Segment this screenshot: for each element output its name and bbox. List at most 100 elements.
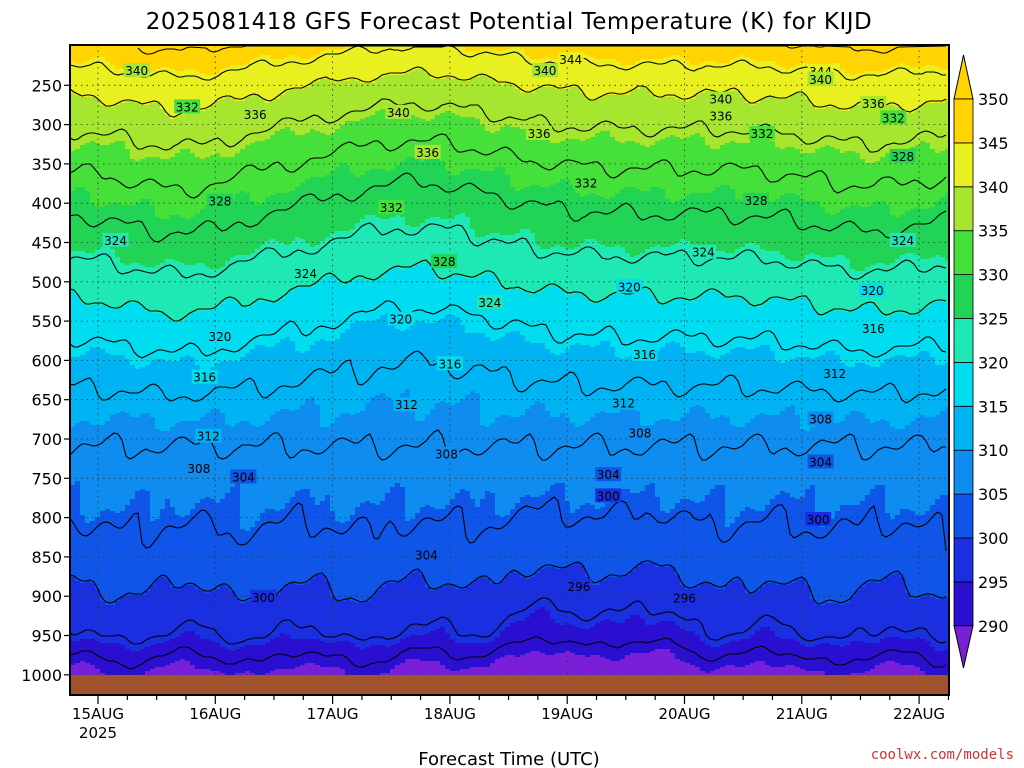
color-band-cell <box>195 213 201 264</box>
color-band-cell <box>310 639 316 664</box>
color-band-cell <box>585 45 591 56</box>
color-band-cell <box>125 505 131 596</box>
color-band-cell <box>820 643 826 672</box>
color-band-cell <box>100 247 106 306</box>
color-band-cell <box>170 119 176 158</box>
color-band-cell <box>655 623 661 650</box>
color-band-cell <box>700 193 706 258</box>
color-band-cell <box>765 45 771 62</box>
color-band-cell <box>140 73 146 106</box>
color-band-cell <box>820 355 826 422</box>
color-band-cell <box>520 621 526 656</box>
color-band-cell <box>215 153 221 204</box>
color-band-cell <box>120 307 126 356</box>
color-band-cell <box>340 231 346 286</box>
color-band-cell <box>765 301 771 346</box>
contour-label: 300 <box>807 513 830 527</box>
color-band-cell <box>720 251 726 296</box>
color-band-cell <box>695 635 701 668</box>
color-band-cell <box>590 505 596 586</box>
color-band-cell <box>205 205 211 268</box>
color-band-cell <box>810 105 816 154</box>
color-band-cell <box>570 57 576 88</box>
color-band-cell <box>560 141 566 180</box>
color-band-cell <box>875 107 881 162</box>
color-band-cell <box>120 597 126 646</box>
color-band-cell <box>235 255 241 304</box>
color-band-cell <box>390 269 396 318</box>
color-band-cell <box>535 293 541 344</box>
color-band-cell <box>80 303 86 356</box>
color-band-cell <box>550 417 556 486</box>
color-band-cell <box>695 405 701 504</box>
color-band-cell <box>235 65 241 102</box>
color-band-cell <box>100 601 106 644</box>
color-band-cell <box>755 245 761 308</box>
color-band-cell <box>410 71 416 116</box>
colorbar-tick-label: 305 <box>978 485 1009 504</box>
color-band-cell <box>855 73 861 106</box>
color-band-cell <box>845 207 851 260</box>
color-band-cell <box>105 353 111 422</box>
colorbar-band <box>953 274 974 319</box>
color-band-cell <box>520 577 526 622</box>
color-band-cell <box>765 135 771 204</box>
color-band-cell <box>80 97 86 146</box>
color-band-cell <box>395 329 401 398</box>
contour-label: 304 <box>597 468 620 482</box>
color-band-cell <box>275 241 281 302</box>
color-band-cell <box>270 347 276 416</box>
color-band-cell <box>480 499 486 578</box>
color-band-cell <box>210 591 216 642</box>
color-band-cell <box>695 587 701 636</box>
color-band-cell <box>935 67 941 104</box>
color-band-cell <box>345 81 351 122</box>
color-band-cell <box>555 355 561 418</box>
color-band-cell <box>125 101 131 150</box>
color-band-cell <box>370 645 376 678</box>
color-band-cell <box>560 653 566 695</box>
color-band-cell <box>285 337 291 410</box>
color-band-cell <box>530 613 536 652</box>
colorbar-band <box>953 318 974 363</box>
color-band-cell <box>465 169 471 218</box>
color-band-cell <box>790 261 796 302</box>
color-band-cell <box>400 75 406 118</box>
color-band-cell <box>130 303 136 366</box>
color-band-cell <box>475 579 481 644</box>
color-band-cell <box>615 193 621 246</box>
color-band-cell <box>290 191 296 242</box>
color-band-cell <box>885 513 891 578</box>
color-band-cell <box>510 85 516 128</box>
color-band-cell <box>855 641 861 674</box>
color-band-cell <box>280 589 286 634</box>
color-band-cell <box>850 75 856 108</box>
color-band-cell <box>605 95 611 132</box>
color-band-cell <box>285 193 291 246</box>
color-band-cell <box>360 321 366 412</box>
color-band-cell <box>635 411 641 494</box>
color-band-cell <box>585 139 591 196</box>
color-band-cell <box>465 81 471 118</box>
contour-line <box>70 98 947 153</box>
color-band-cell <box>630 91 636 142</box>
color-band-cell <box>165 499 171 580</box>
color-band-cell <box>205 497 211 594</box>
color-band-cell <box>725 185 731 254</box>
color-band-cell <box>290 291 296 342</box>
colorbar-tick-label: 340 <box>978 178 1009 197</box>
contour-label-bg <box>821 365 848 380</box>
color-band-cell <box>870 423 876 490</box>
color-band-cell <box>610 621 616 662</box>
color-band-cell <box>855 363 861 412</box>
contour-label-bg <box>859 283 886 298</box>
color-band-cell <box>665 649 671 695</box>
color-band-cell <box>510 417 516 510</box>
color-band-cell <box>295 45 301 58</box>
color-band-cell <box>605 247 611 298</box>
color-band-cell <box>765 583 771 628</box>
color-band-cell <box>560 179 566 248</box>
color-band-cell <box>240 357 246 422</box>
colorbar-tick-label: 320 <box>978 353 1009 372</box>
contour-line <box>70 496 947 552</box>
